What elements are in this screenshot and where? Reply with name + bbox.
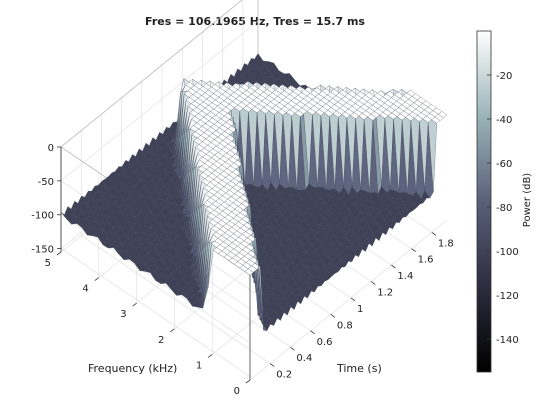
x-tick-label: 1.2: [377, 288, 393, 299]
y-tick-label: 5: [45, 258, 51, 269]
y-axis-label: Frequency (kHz): [88, 362, 177, 375]
z-tick-label: -150: [31, 245, 54, 256]
colorbar-tick-label: -100: [496, 247, 519, 258]
x-tick-label: 1.6: [418, 255, 434, 266]
y-tick-label: 1: [196, 360, 202, 371]
y-tick-mark: [207, 354, 213, 358]
y-tick-mark: [94, 277, 100, 281]
surface-patch: [438, 111, 448, 118]
y-tick-mark: [56, 251, 62, 256]
power-axis-ticks: -150 -100 -50 0: [31, 143, 62, 256]
colorbar-tick-label: -120: [496, 291, 519, 302]
x-tick-mark: [431, 231, 437, 236]
chart-title: Fres = 106.1965 Hz, Tres = 15.7 ms: [145, 15, 365, 28]
colorbar-gradient: [476, 30, 492, 373]
x-tick-mark: [290, 346, 295, 351]
y-tick-mark: [132, 302, 137, 307]
x-tick-label: 1: [357, 304, 363, 315]
colorbar-tick-label: -80: [496, 203, 512, 214]
x-tick-mark: [350, 297, 356, 302]
colorbar-tick-label: -140: [496, 335, 519, 346]
y-tick-label: 2: [158, 335, 164, 346]
x-tick-mark: [391, 264, 396, 269]
x-tick-mark: [269, 363, 275, 367]
x-tick-label: 1.8: [438, 238, 454, 249]
time-axis-ticks: 0.2 0.4 0.6 0.8 1 1.2 1.4 1.6 1.8: [269, 231, 454, 381]
colorbar-tick-label: -20: [496, 71, 512, 82]
frequency-axis-ticks: 0 1 2 3 4 5: [45, 251, 251, 397]
x-tick-label: 1.4: [397, 271, 413, 282]
y-tick-label: 3: [120, 309, 126, 320]
colorbar-tick-label: -40: [496, 115, 512, 126]
x-tick-label: 0.2: [276, 370, 292, 381]
colorbar: -20 -40 -60 -80 -100 -120 -140 Power (dB): [476, 30, 533, 373]
x-tick-label: 0.8: [337, 320, 353, 331]
x-tick-mark: [310, 330, 315, 335]
spectrogram-surface: [60, 53, 448, 331]
z-tick-label: 0: [48, 143, 54, 154]
y-tick-mark: [245, 379, 251, 384]
x-tick-label: 0.6: [317, 337, 333, 348]
x-axis-label: Time (s): [336, 362, 382, 375]
colorbar-ticks: -20 -40 -60 -80 -100 -120 -140: [487, 71, 519, 346]
colorbar-tick-label: -60: [496, 159, 512, 170]
z-tick-label: -100: [31, 211, 54, 222]
x-tick-mark: [411, 248, 416, 253]
x-tick-mark: [330, 314, 336, 318]
x-tick-mark: [370, 281, 376, 285]
y-tick-label: 0: [234, 386, 240, 397]
z-tick-label: -50: [38, 177, 54, 188]
colorbar-label: Power (dB): [522, 173, 533, 228]
y-tick-mark: [170, 328, 175, 333]
x-tick-label: 0.4: [296, 353, 312, 364]
y-tick-label: 4: [82, 284, 88, 295]
